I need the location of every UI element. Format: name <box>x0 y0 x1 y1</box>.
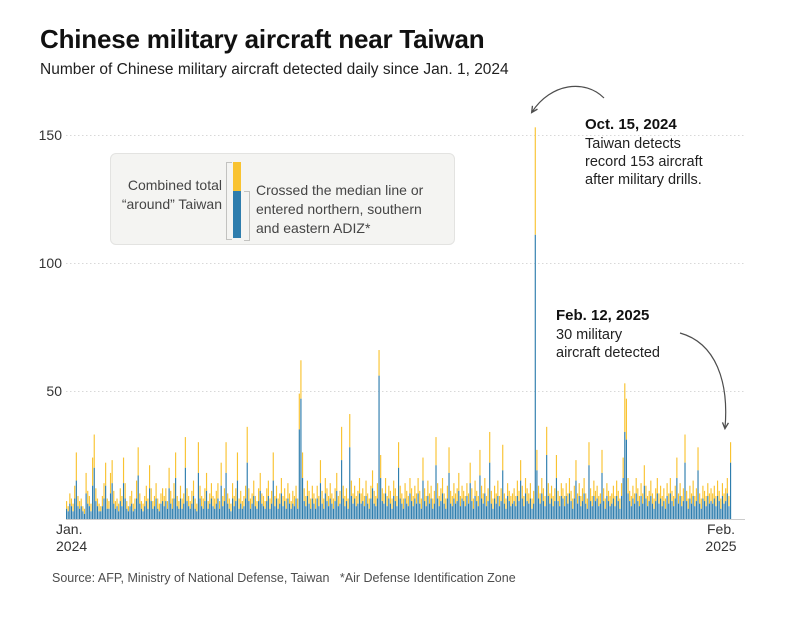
legend-box <box>110 153 455 245</box>
legend-swatch-blue <box>233 191 241 238</box>
page-subtitle: Number of Chinese military aircraft dete… <box>40 61 509 78</box>
gridlines <box>66 135 745 392</box>
y-axis-tick-label: 50 <box>46 383 62 399</box>
annotation-feb12-date: Feb. 12, 2025 <box>556 307 650 324</box>
y-axis-tick-label: 150 <box>38 127 62 143</box>
x-axis-label-start: Jan. 2024 <box>56 521 88 554</box>
annotation-oct15-text: Taiwan detects record 153 aircraft after… <box>585 136 703 188</box>
annotation-arrow-oct15 <box>530 85 605 114</box>
legend-bracket-total <box>226 162 232 240</box>
legend-swatch-bar <box>233 162 241 238</box>
legend-label-combined-total: Combined total “around” Taiwan <box>121 177 222 212</box>
x-axis-label-end: Feb. 2025 <box>705 521 737 554</box>
annotation-feb12: Feb. 12, 2025 30 military aircraft detect… <box>556 289 660 362</box>
source-note: Source: AFP, Ministry of National Defens… <box>52 571 516 585</box>
legend-bracket-crossed <box>244 191 250 241</box>
annotation-oct15-date: Oct. 15, 2024 <box>585 116 677 133</box>
legend-label-crossed: Crossed the median line or entered north… <box>256 182 424 236</box>
annotation-oct15: Oct. 15, 2024 Taiwan detects record 153 a… <box>585 98 703 189</box>
annotation-arrow-feb12 <box>679 332 730 431</box>
legend-swatch-yellow <box>233 162 241 191</box>
y-axis-tick-label: 100 <box>38 255 62 271</box>
page-title: Chinese military aircraft near Taiwan <box>40 24 485 54</box>
bar-series <box>66 127 732 519</box>
annotation-feb12-text: 30 military aircraft detected <box>556 327 660 361</box>
